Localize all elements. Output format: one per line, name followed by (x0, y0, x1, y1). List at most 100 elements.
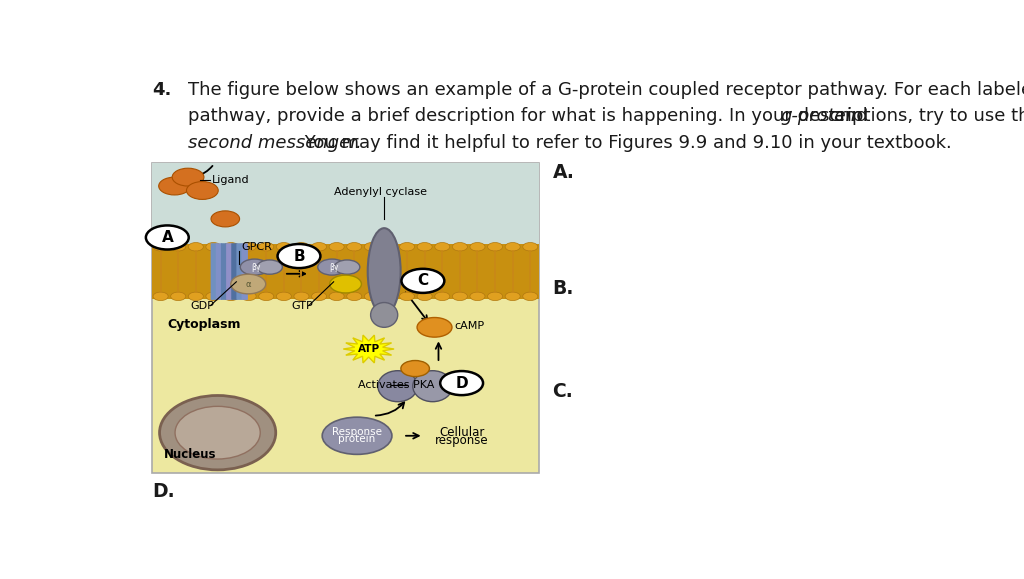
Circle shape (329, 292, 344, 301)
Circle shape (382, 243, 397, 251)
Text: Adenylyl cyclase: Adenylyl cyclase (334, 187, 427, 197)
Circle shape (188, 292, 204, 301)
Ellipse shape (323, 417, 392, 455)
Circle shape (382, 292, 397, 301)
Text: You may find it helpful to refer to Figures 9.9 and 9.10 in your textbook.: You may find it helpful to refer to Figu… (299, 134, 951, 152)
Text: pathway, provide a brief description for what is happening. In your descriptions: pathway, provide a brief description for… (187, 107, 1024, 126)
Circle shape (211, 211, 240, 227)
Circle shape (153, 292, 168, 301)
Circle shape (401, 269, 444, 293)
Ellipse shape (371, 303, 397, 327)
Circle shape (188, 243, 204, 251)
Text: α: α (246, 280, 251, 288)
Ellipse shape (378, 371, 418, 402)
Circle shape (294, 243, 309, 251)
Circle shape (487, 292, 503, 301)
Circle shape (453, 243, 467, 251)
Circle shape (276, 243, 292, 251)
Circle shape (171, 292, 185, 301)
Circle shape (505, 292, 520, 301)
Circle shape (329, 243, 344, 251)
Circle shape (522, 292, 538, 301)
FancyBboxPatch shape (231, 243, 238, 300)
Circle shape (241, 259, 269, 275)
Text: C.: C. (553, 382, 573, 401)
Circle shape (470, 292, 485, 301)
Circle shape (417, 243, 432, 251)
Circle shape (223, 243, 239, 251)
Circle shape (399, 243, 415, 251)
Text: C: C (418, 273, 428, 288)
Circle shape (145, 225, 188, 250)
Circle shape (347, 243, 361, 251)
Circle shape (399, 292, 415, 301)
Circle shape (453, 292, 467, 301)
Ellipse shape (413, 371, 453, 402)
Text: response: response (435, 434, 488, 447)
Text: GDP: GDP (190, 301, 214, 311)
Text: 4.: 4. (152, 80, 171, 98)
FancyBboxPatch shape (226, 243, 232, 300)
Circle shape (365, 243, 379, 251)
Circle shape (317, 259, 346, 275)
Text: ATP: ATP (357, 344, 380, 354)
FancyBboxPatch shape (237, 243, 243, 300)
Circle shape (153, 243, 168, 251)
Circle shape (276, 292, 292, 301)
Polygon shape (343, 335, 394, 363)
Circle shape (241, 243, 256, 251)
Circle shape (435, 243, 450, 251)
Circle shape (278, 244, 321, 268)
Circle shape (487, 243, 503, 251)
Text: βγ: βγ (329, 263, 338, 272)
Text: D.: D. (152, 482, 174, 501)
Circle shape (259, 292, 273, 301)
Text: and: and (828, 107, 867, 126)
Text: A: A (162, 230, 173, 245)
Circle shape (417, 317, 452, 337)
Circle shape (365, 292, 379, 301)
Circle shape (417, 292, 432, 301)
FancyBboxPatch shape (211, 243, 217, 300)
Text: D: D (456, 376, 468, 391)
Circle shape (400, 361, 429, 376)
Text: The figure below shows an example of a G-protein coupled receptor pathway. For e: The figure below shows an example of a G… (187, 80, 1024, 98)
Text: Ligand: Ligand (212, 175, 250, 185)
Text: second messenger.: second messenger. (187, 134, 361, 152)
Text: βγ: βγ (252, 263, 261, 272)
Text: Response: Response (332, 427, 382, 437)
FancyBboxPatch shape (152, 163, 539, 473)
Circle shape (311, 243, 327, 251)
Circle shape (206, 243, 221, 251)
Circle shape (335, 260, 359, 274)
Text: B: B (293, 248, 305, 263)
FancyBboxPatch shape (216, 243, 222, 300)
Circle shape (159, 177, 190, 195)
Circle shape (470, 243, 485, 251)
Text: Nucleus: Nucleus (164, 448, 216, 460)
Text: B.: B. (553, 279, 573, 298)
Circle shape (294, 292, 309, 301)
Ellipse shape (368, 228, 400, 315)
FancyBboxPatch shape (242, 243, 248, 300)
Circle shape (505, 243, 520, 251)
Text: Cytoplasm: Cytoplasm (167, 318, 241, 331)
Circle shape (259, 243, 273, 251)
Text: GPCR: GPCR (242, 242, 272, 252)
Circle shape (223, 292, 239, 301)
Circle shape (172, 168, 204, 186)
Circle shape (241, 292, 256, 301)
Ellipse shape (160, 395, 275, 470)
Text: cAMP: cAMP (455, 321, 484, 331)
FancyBboxPatch shape (152, 244, 539, 299)
Circle shape (230, 274, 265, 294)
Circle shape (522, 243, 538, 251)
Circle shape (435, 292, 450, 301)
Ellipse shape (175, 406, 260, 459)
Text: Cellular: Cellular (439, 426, 484, 439)
Circle shape (171, 243, 185, 251)
Text: protein: protein (339, 434, 376, 444)
FancyBboxPatch shape (221, 243, 227, 300)
Text: GTP: GTP (291, 301, 313, 311)
Text: Activates PKA: Activates PKA (358, 380, 434, 390)
